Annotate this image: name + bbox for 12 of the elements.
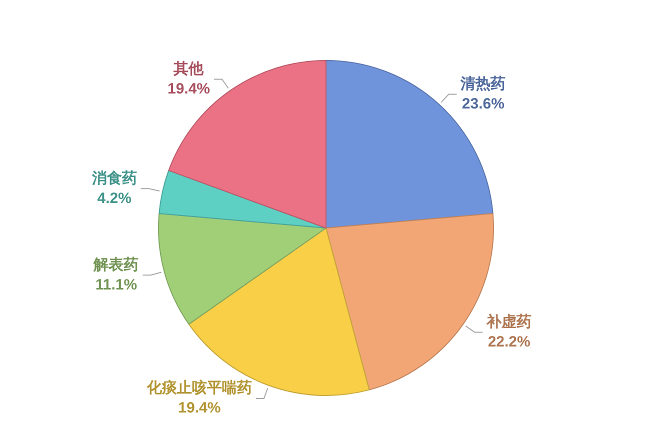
data-label: 23.6%: [462, 95, 504, 112]
slice-label: 其他: [172, 60, 205, 78]
slice-label: 消食药: [90, 170, 137, 187]
data-label: 11.1%: [95, 276, 138, 294]
slice-label: 解表药: [92, 256, 139, 274]
data-label: 19.4%: [167, 80, 210, 98]
data-label: 19.4%: [178, 400, 221, 417]
data-label: 22.2%: [488, 333, 530, 350]
slice-label: 化痰止咳平喘药: [146, 378, 252, 397]
slice-label: 补虚药: [486, 312, 532, 330]
slice-label: 清热药: [460, 75, 506, 92]
data-label: 4.2%: [97, 190, 132, 207]
